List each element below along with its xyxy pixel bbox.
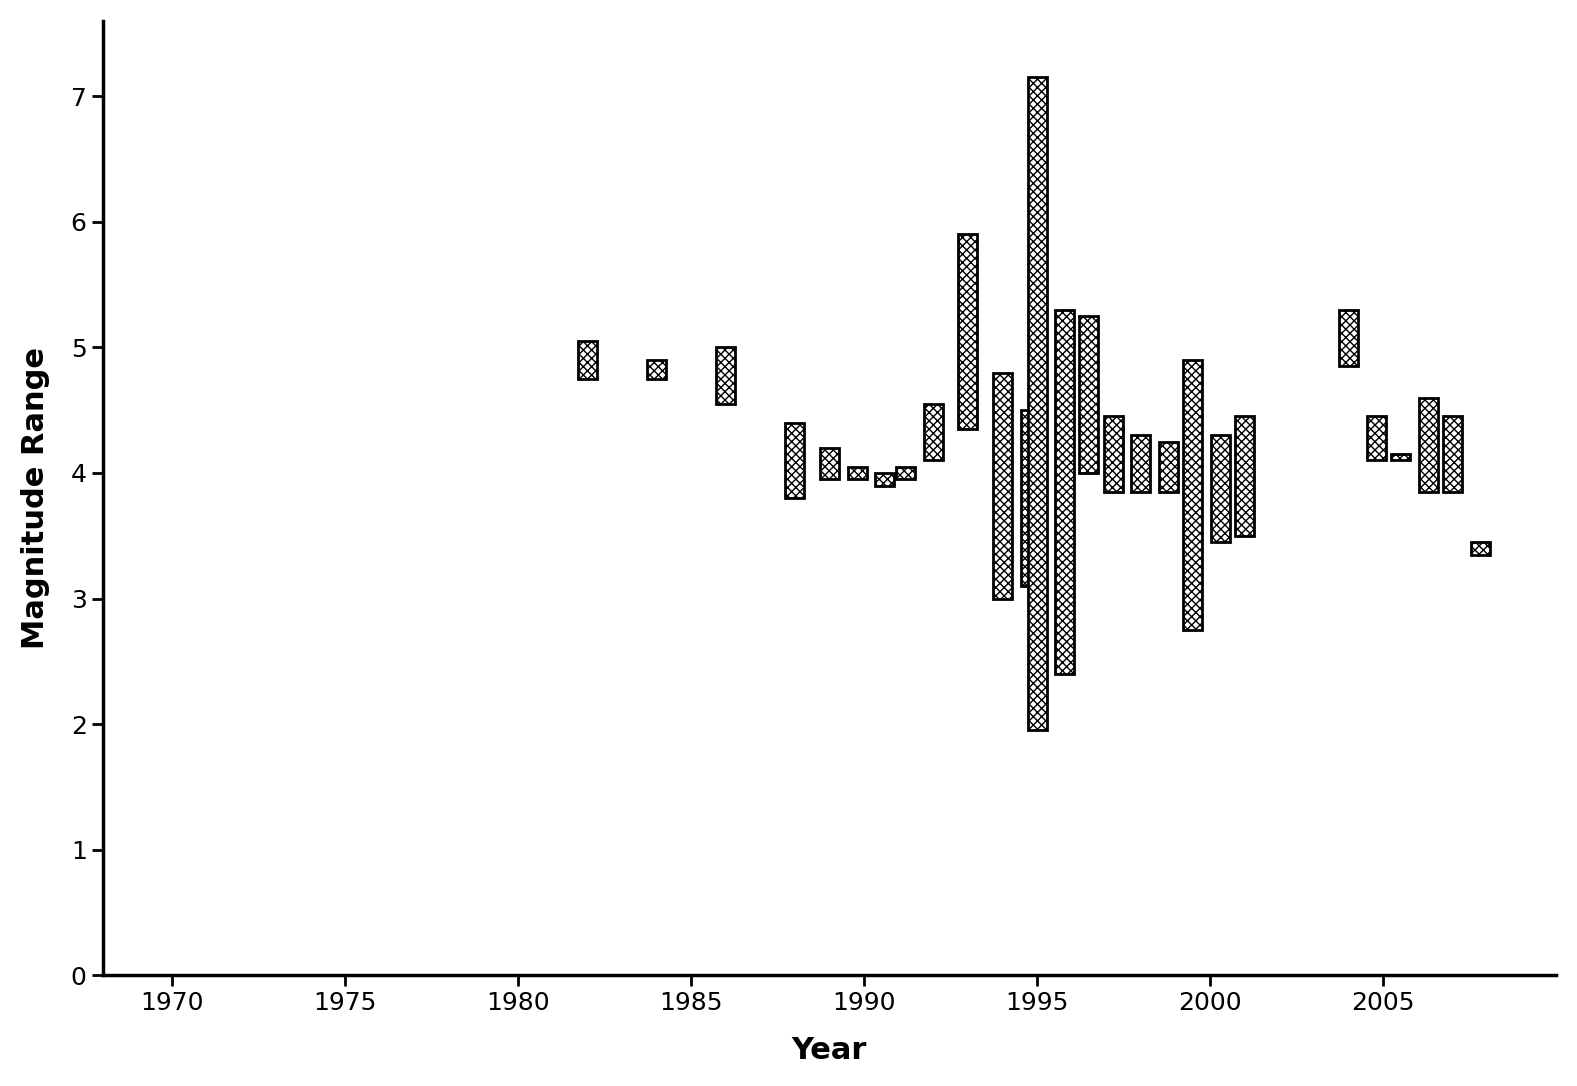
Bar — [875, 473, 894, 485]
Bar — [785, 422, 804, 498]
Bar — [1028, 77, 1047, 731]
Bar — [1443, 416, 1462, 492]
Bar — [647, 359, 665, 379]
Bar — [924, 404, 943, 460]
Bar — [716, 348, 735, 404]
Bar — [1367, 416, 1386, 460]
Bar — [1419, 397, 1438, 492]
Bar — [1211, 435, 1230, 542]
Bar — [896, 467, 915, 479]
Y-axis label: Magnitude Range: Magnitude Range — [21, 348, 50, 649]
Bar — [577, 341, 596, 379]
Bar — [1079, 316, 1099, 473]
Bar — [1131, 435, 1150, 492]
Bar — [994, 372, 1012, 598]
Bar — [1020, 411, 1039, 586]
Bar — [847, 467, 867, 479]
X-axis label: Year: Year — [792, 1036, 867, 1065]
Bar — [1339, 310, 1358, 366]
Bar — [1104, 416, 1123, 492]
Bar — [1235, 416, 1254, 535]
Bar — [959, 235, 978, 429]
Bar — [1055, 310, 1074, 674]
Bar — [1159, 442, 1178, 492]
Bar — [1470, 542, 1490, 555]
Bar — [820, 447, 839, 479]
Bar — [1391, 454, 1410, 460]
Bar — [1183, 359, 1202, 630]
